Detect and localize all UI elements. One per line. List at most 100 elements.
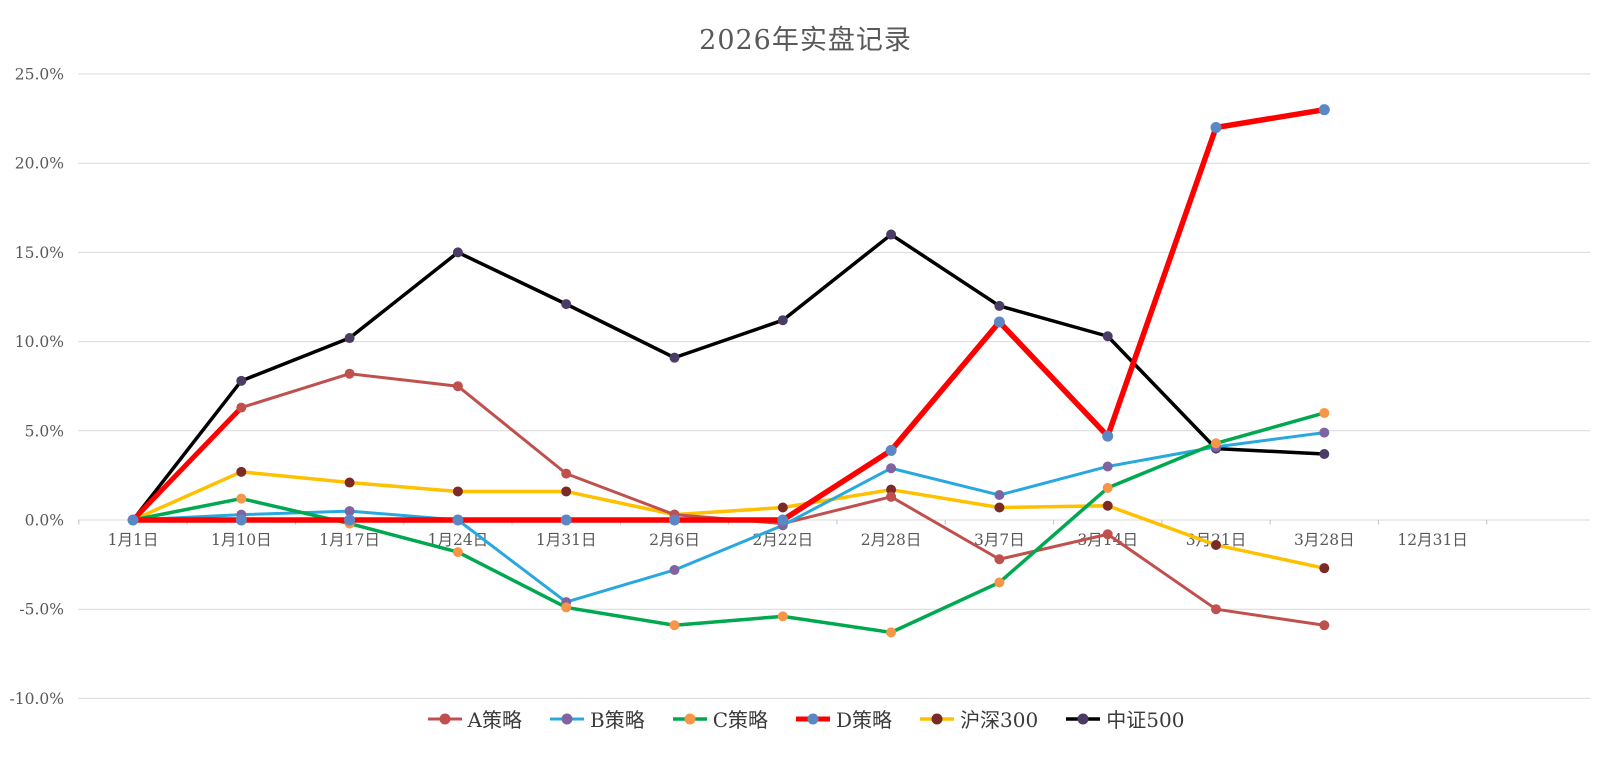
y-axis-label-10.0%: 10.0%: [15, 333, 64, 351]
data-point-C策略: [1211, 438, 1221, 449]
legend-swatch-D策略: [796, 713, 831, 724]
legend-swatch-沪深300: [920, 713, 955, 724]
data-point-B策略: [994, 490, 1005, 501]
data-point-D策略: [1210, 122, 1222, 134]
legend-item-中证500: 中证500: [1065, 704, 1184, 733]
data-point-沪深300: [236, 466, 247, 477]
data-point-A策略: [1102, 529, 1113, 540]
data-point-A策略: [994, 554, 1005, 565]
legend-swatch-C策略: [672, 713, 707, 724]
y-axis-label-15.0%: 15.0%: [15, 244, 64, 262]
data-point-中证500: [1319, 448, 1330, 459]
data-point-中证500: [344, 333, 355, 344]
data-point-D策略: [127, 514, 139, 526]
data-point-C策略: [236, 493, 247, 504]
legend-item-A策略: A策略: [427, 704, 522, 733]
series-line-沪深300: [131, 470, 1327, 570]
data-point-B策略: [344, 506, 355, 517]
legend-item-沪深300: 沪深300: [919, 704, 1038, 733]
data-point-中证500: [236, 375, 247, 386]
x-axis-label-2月22日: 2月22日: [753, 531, 814, 549]
data-point-B策略: [669, 564, 680, 575]
legend-swatch-A策略: [427, 713, 462, 724]
legend-label-B策略: B策略: [590, 708, 645, 732]
x-axis-label-2月6日: 2月6日: [649, 531, 700, 549]
data-point-A策略: [452, 381, 463, 392]
data-point-沪深300: [1319, 563, 1330, 574]
data-point-中证500: [886, 229, 897, 240]
y-axis-label--10.0%: -10.0%: [10, 690, 64, 708]
data-point-D策略: [235, 514, 247, 526]
y-axis-label--5.0%: -5.0%: [19, 601, 64, 619]
data-point-沪深300: [344, 477, 355, 488]
data-point-沪深300: [994, 502, 1005, 513]
x-axis-label-1月10日: 1月10日: [211, 531, 272, 549]
y-axis-label-25.0%: 25.0%: [15, 66, 64, 84]
data-point-沪深300: [886, 484, 897, 495]
chart-title: 2026年实盘记录: [699, 25, 912, 56]
data-point-B策略: [1102, 461, 1113, 472]
x-axis-label-1月31日: 1月31日: [536, 531, 597, 549]
data-point-D策略: [1318, 104, 1330, 116]
data-point-C策略: [561, 602, 572, 613]
data-point-D策略: [1102, 430, 1114, 442]
data-point-中证500: [452, 247, 463, 258]
x-axis-label-12月31日: 12月31日: [1397, 531, 1467, 549]
y-axis-label-0.0%: 0.0%: [25, 512, 64, 530]
data-point-C策略: [886, 627, 897, 638]
data-point-C策略: [1102, 482, 1113, 493]
legend-label-D策略: D策略: [836, 708, 893, 732]
data-point-D策略: [777, 514, 789, 526]
data-point-A策略: [886, 491, 897, 502]
data-point-中证500: [561, 299, 572, 310]
legend-swatch-中证500: [1066, 713, 1101, 724]
data-point-C策略: [669, 620, 680, 631]
legend-label-C策略: C策略: [712, 708, 769, 732]
data-point-C策略: [994, 577, 1005, 588]
data-point-沪深300: [1211, 539, 1221, 550]
data-point-中证500: [994, 300, 1005, 311]
series-line-A策略: [239, 372, 1326, 627]
data-point-沪深300: [452, 486, 463, 497]
data-point-沪深300: [561, 486, 572, 497]
data-point-中证500: [669, 352, 680, 363]
x-axis-label-1月24日: 1月24日: [428, 531, 489, 549]
x-axis-label-1月1日: 1月1日: [108, 531, 159, 549]
data-point-中证500: [1102, 331, 1113, 342]
data-point-沪深300: [777, 502, 788, 513]
legend-label-A策略: A策略: [467, 708, 522, 732]
data-point-C策略: [1319, 407, 1330, 418]
series-line-中证500: [131, 232, 1327, 522]
data-point-A策略: [236, 402, 247, 413]
chart-legend: A策略 B策略 C策略 D策略 沪深300 中证500: [0, 704, 1611, 733]
data-point-D策略: [452, 514, 464, 526]
data-point-A策略: [344, 368, 355, 379]
y-axis-label-5.0%: 5.0%: [25, 422, 64, 440]
data-point-D策略: [560, 514, 572, 526]
series-line-D策略: [130, 106, 1328, 523]
data-point-A策略: [1319, 620, 1330, 631]
data-point-A策略: [1211, 604, 1221, 615]
data-point-B策略: [886, 463, 897, 474]
data-point-D策略: [993, 316, 1005, 328]
series-line-first-segment-A策略: [130, 405, 244, 523]
data-point-沪深300: [1102, 500, 1113, 511]
data-point-C策略: [452, 547, 463, 558]
legend-item-C策略: C策略: [672, 704, 768, 733]
data-point-C策略: [777, 611, 788, 622]
legend-label-中证500: 中证500: [1106, 708, 1185, 732]
data-point-D策略: [669, 514, 680, 526]
series-line-B策略: [131, 431, 1326, 604]
legend-swatch-B策略: [550, 713, 584, 724]
data-point-中证500: [777, 315, 788, 326]
data-point-D策略: [885, 444, 897, 456]
data-point-A策略: [561, 468, 572, 479]
y-axis-label-20.0%: 20.0%: [15, 155, 64, 173]
x-axis-label-2月28日: 2月28日: [861, 531, 922, 549]
legend-item-D策略: D策略: [795, 704, 892, 733]
legend-item-B策略: B策略: [549, 704, 645, 733]
x-axis-label-3月28日: 3月28日: [1294, 531, 1355, 549]
data-point-D策略: [344, 514, 356, 526]
